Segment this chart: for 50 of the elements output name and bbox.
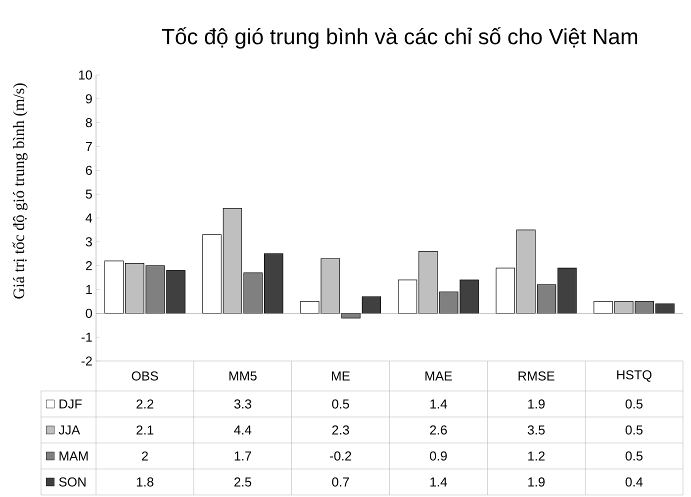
data-label: 0.9 [430,451,447,461]
data-label: 1.2 [528,451,545,461]
data-label: 2.1 [136,425,154,435]
data-label: 3.3 [234,399,252,409]
x-tick-label: MAE [425,372,452,380]
y-tick-label: 10 [79,70,92,80]
data-label: 2.6 [430,425,447,435]
data-label: 1.4 [430,478,448,486]
legend-label: MAM [60,452,88,460]
data-label: 1.9 [528,399,545,409]
y-tick-label: -1 [82,332,92,342]
y-tick-label: 3 [86,237,92,246]
data-label: 3.5 [528,425,545,435]
data-label: 2 [142,451,148,461]
y-tick-label: 4 [86,214,92,222]
x-tick-label: OBS [132,371,158,381]
data-label: 2.3 [332,425,350,435]
x-tick-label: MM5 [229,371,257,381]
data-label: 0.5 [626,425,643,435]
data-label: 0.7 [332,477,349,487]
y-tick-label: -2 [82,356,92,366]
x-tick-label: HSTQ [617,370,652,382]
legend-label: DJF [60,399,82,409]
y-tick-label: 7 [86,142,92,151]
data-label: 2.5 [234,477,252,487]
y-tick-label: 2 [86,261,92,270]
data-label: -0.2 [330,451,352,461]
legend-label: JJA [58,425,80,435]
legend-label: SON [59,477,86,487]
data-label: 1.9 [528,477,545,487]
y-tick-label: 9 [86,94,92,104]
data-label: 0.5 [626,399,643,409]
bar [362,296,382,314]
y-tick-label: 0 [86,308,92,318]
y-tick-label: 6 [86,166,92,175]
data-label: 1.7 [234,452,252,460]
data-label: 1.8 [136,477,154,487]
data-label: 4.4 [234,426,252,434]
y-axis-title: Giá trị tốc độ gió trung bình (m/s) [12,83,28,299]
data-label: 0.5 [626,451,643,461]
data-label: 0.5 [332,399,350,409]
chart-title: Tốc độ gió trung bình và các chỉ số cho Việt Nam [162,27,638,49]
y-tick-label: 8 [86,118,92,128]
data-label: 2.2 [136,399,154,409]
x-tick-label: RMSE [518,371,554,381]
data-label: 1.4 [430,400,448,408]
y-tick-label: 1 [86,285,92,294]
x-tick-label: ME [332,372,350,380]
data-label: 0.4 [626,477,643,487]
y-tick-label: 5 [86,190,92,199]
